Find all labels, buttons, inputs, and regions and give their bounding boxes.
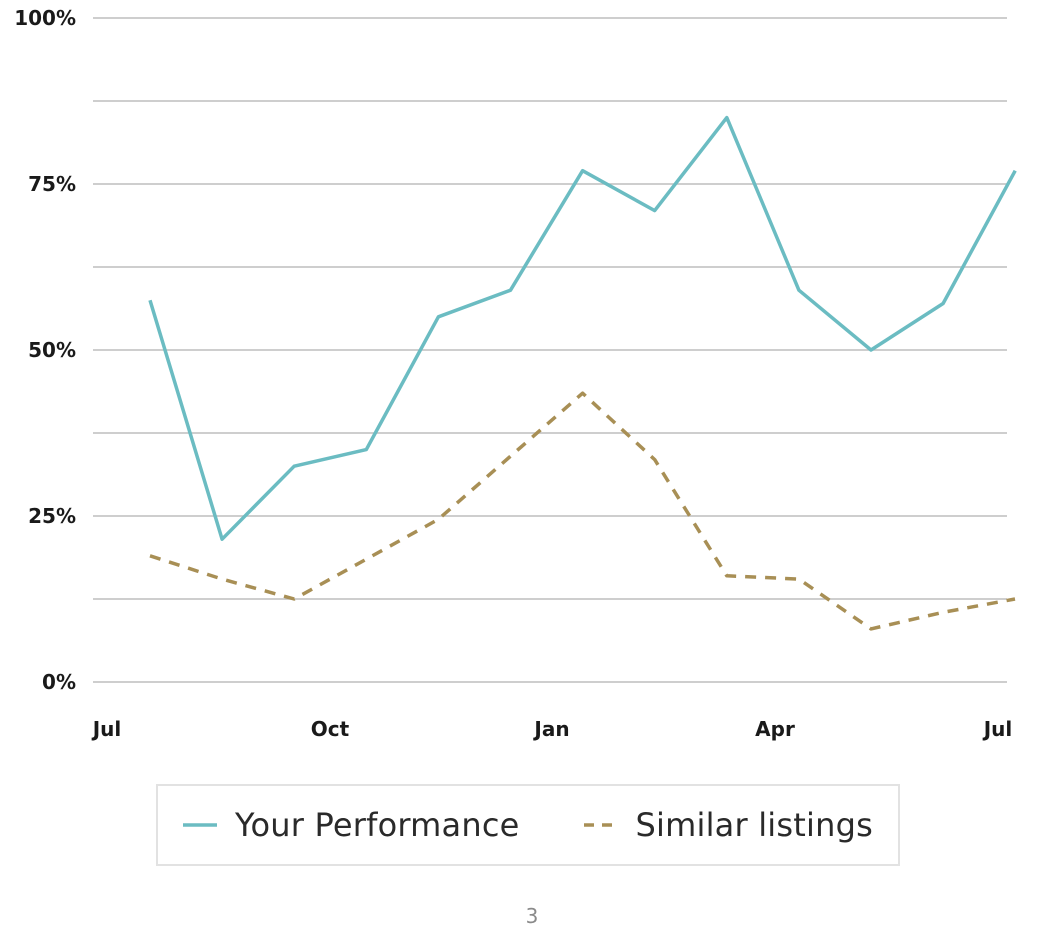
series-lines bbox=[148, 115, 1017, 631]
x-tick-label: Jul bbox=[91, 717, 122, 741]
series-line-2 bbox=[149, 391, 1016, 631]
x-tick-label: Jul bbox=[982, 717, 1013, 741]
x-axis-ticks: Jul Oct Jan Apr Jul bbox=[91, 717, 1013, 741]
legend-label-series-2: Similar listings bbox=[635, 806, 873, 844]
legend-label-series-1: Your Performance bbox=[235, 806, 520, 844]
legend-item-series-2: Similar listings bbox=[583, 806, 873, 844]
y-axis-ticks: 0% 25% 50% 75% 100% bbox=[14, 6, 76, 694]
y-tick-label: 0% bbox=[42, 670, 76, 694]
page-number: 3 bbox=[525, 904, 539, 928]
legend-item-series-1: Your Performance bbox=[183, 806, 519, 844]
legend-swatch-solid bbox=[183, 823, 218, 827]
series-line-1 bbox=[148, 115, 1017, 541]
legend-swatch-dashed bbox=[583, 823, 618, 827]
x-tick-label: Apr bbox=[755, 717, 795, 741]
y-tick-label: 75% bbox=[28, 172, 76, 196]
legend: Your Performance Similar listings bbox=[156, 784, 900, 866]
y-tick-label: 25% bbox=[28, 504, 76, 528]
x-tick-label: Oct bbox=[311, 717, 350, 741]
y-tick-label: 50% bbox=[28, 338, 76, 362]
y-tick-label: 100% bbox=[14, 6, 76, 30]
line-chart: 0% 25% 50% 75% 100% Jul Oct Jan Apr Jul bbox=[14, 6, 1017, 741]
x-tick-label: Jan bbox=[532, 717, 569, 741]
